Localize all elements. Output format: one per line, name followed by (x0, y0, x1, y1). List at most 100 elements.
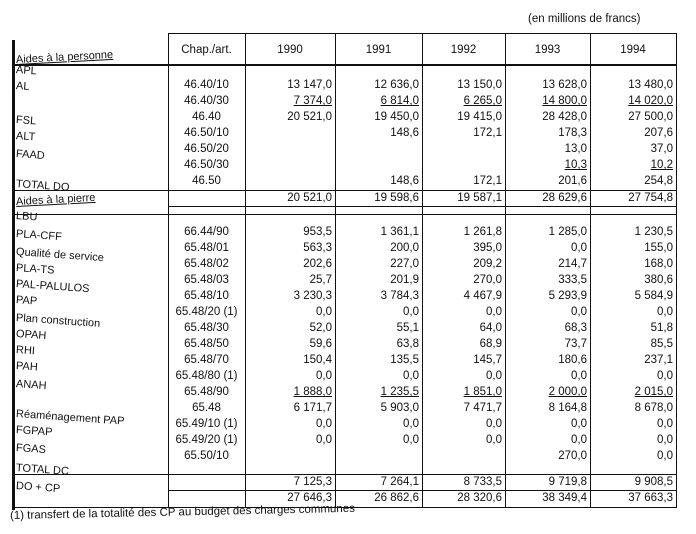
value-cell: 5 293,9 (548, 290, 587, 302)
value-cell: 13 480,0 (628, 79, 673, 91)
chapter-article-cell: 46.50/30 (184, 159, 229, 171)
value-cell: 13 147,0 (287, 79, 332, 91)
value-cell: 51,8 (650, 322, 673, 334)
value-cell: 63,8 (396, 338, 419, 350)
row-label: OPAH (15, 328, 47, 343)
chapter-article-cell: 65.48/02 (184, 258, 229, 270)
value-cell: 26 862,6 (374, 492, 419, 504)
row-label: PAH (15, 360, 39, 374)
row-divider (168, 206, 676, 207)
header-divider (12, 64, 676, 66)
value-cell: 1 230,5 (634, 226, 673, 238)
row-label: PAP (15, 294, 38, 308)
value-cell: 55,1 (396, 322, 419, 334)
value-cell: 0,0 (316, 370, 332, 382)
value-cell: 0,0 (486, 306, 502, 318)
column-header-1991: 1991 (365, 44, 392, 56)
footnote: (1) transfert de la totalité des CP au b… (9, 502, 356, 522)
value-cell: 0,0 (403, 434, 419, 446)
chapter-article-cell: 65.48/80 (1) (175, 370, 238, 382)
row-label: PLA-CFF (15, 228, 63, 244)
value-cell: 13,0 (564, 143, 587, 155)
value-cell: 380,6 (644, 274, 673, 286)
value-cell: 7 471,7 (463, 402, 502, 414)
value-cell: 1 361,1 (380, 226, 419, 238)
chapter-article-cell: 66.44/90 (184, 226, 229, 238)
value-cell: 19 415,0 (457, 111, 502, 123)
row-label: FGAS (15, 442, 47, 457)
value-cell: 0,0 (571, 242, 587, 254)
value-cell: 3 230,3 (293, 290, 332, 302)
value-cell: 202,6 (303, 258, 332, 270)
value-cell: 953,5 (303, 226, 332, 238)
value-cell: 73,7 (564, 338, 587, 350)
row-label: FAAD (15, 148, 46, 162)
value-cell: 201,9 (390, 274, 419, 286)
value-cell: 0,0 (657, 450, 673, 462)
value-cell: 209,2 (473, 258, 502, 270)
value-cell: 148,6 (390, 175, 419, 187)
chapter-article-cell: 46.40/10 (184, 79, 229, 91)
value-cell: 563,3 (303, 242, 332, 254)
value-cell: 1 261,8 (463, 226, 502, 238)
row-label: TOTAL DC (15, 462, 70, 478)
value-cell: 0,0 (486, 434, 502, 446)
column-divider (590, 33, 591, 508)
value-cell: 148,6 (390, 127, 419, 139)
value-cell: 2 000,0 (548, 386, 587, 398)
chapter-article-cell: 65.48/50 (184, 338, 229, 350)
value-cell: 0,0 (657, 306, 673, 318)
value-cell: 19 450,0 (374, 111, 419, 123)
row-label: AL (15, 80, 30, 93)
row-label: LBU (15, 210, 38, 224)
column-header-1994: 1994 (620, 44, 646, 56)
chapter-article-cell: 46.40 (192, 111, 221, 123)
value-cell: 4 467,9 (463, 290, 502, 302)
value-cell: 237,1 (644, 354, 673, 366)
row-divider (12, 474, 676, 475)
value-cell: 0,0 (403, 370, 419, 382)
chapter-article-cell: 65.48/10 (184, 290, 229, 302)
column-divider (422, 33, 423, 508)
value-cell: 1 235,5 (380, 386, 419, 398)
value-cell: 214,7 (558, 258, 587, 270)
value-cell: 333,5 (558, 274, 587, 286)
value-cell: 0,0 (486, 370, 502, 382)
chapter-article-cell: 46.50/20 (184, 143, 229, 155)
table-border-bottom (12, 507, 676, 508)
value-cell: 0,0 (316, 434, 332, 446)
row-label: TOTAL DO (15, 178, 70, 194)
value-cell: 37 663,3 (628, 492, 673, 504)
chapter-article-cell: 46.50 (192, 175, 221, 187)
value-cell: 37,0 (650, 143, 673, 155)
value-cell: 0,0 (486, 418, 502, 430)
value-cell: 19 587,1 (457, 192, 502, 204)
value-cell: 6 814,0 (380, 95, 419, 107)
value-cell: 1 851,0 (463, 386, 502, 398)
value-cell: 178,3 (558, 127, 587, 139)
row-label: Qualité de service (15, 246, 105, 265)
value-cell: 180,6 (558, 354, 587, 366)
value-cell: 13 628,0 (542, 79, 587, 91)
column-divider (505, 33, 506, 508)
value-cell: 10,3 (564, 159, 587, 171)
value-cell: 0,0 (571, 418, 587, 430)
value-cell: 28 320,6 (457, 492, 502, 504)
value-cell: 25,7 (309, 274, 332, 286)
value-cell: 7 374,0 (293, 95, 332, 107)
value-cell: 27 646,3 (287, 492, 332, 504)
value-cell: 0,0 (403, 418, 419, 430)
value-cell: 6 265,0 (463, 95, 502, 107)
value-cell: 2 015,0 (634, 386, 673, 398)
value-cell: 68,3 (564, 322, 587, 334)
chapter-article-cell: 46.40/30 (184, 95, 229, 107)
chapter-article-cell: 65.48/70 (184, 354, 229, 366)
value-cell: 0,0 (316, 306, 332, 318)
row-label: RHI (15, 344, 36, 358)
value-cell: 20 521,0 (287, 111, 332, 123)
value-cell: 59,6 (309, 338, 332, 350)
value-cell: 85,5 (650, 338, 673, 350)
value-cell: 150,4 (303, 354, 332, 366)
value-cell: 13 150,0 (457, 79, 502, 91)
